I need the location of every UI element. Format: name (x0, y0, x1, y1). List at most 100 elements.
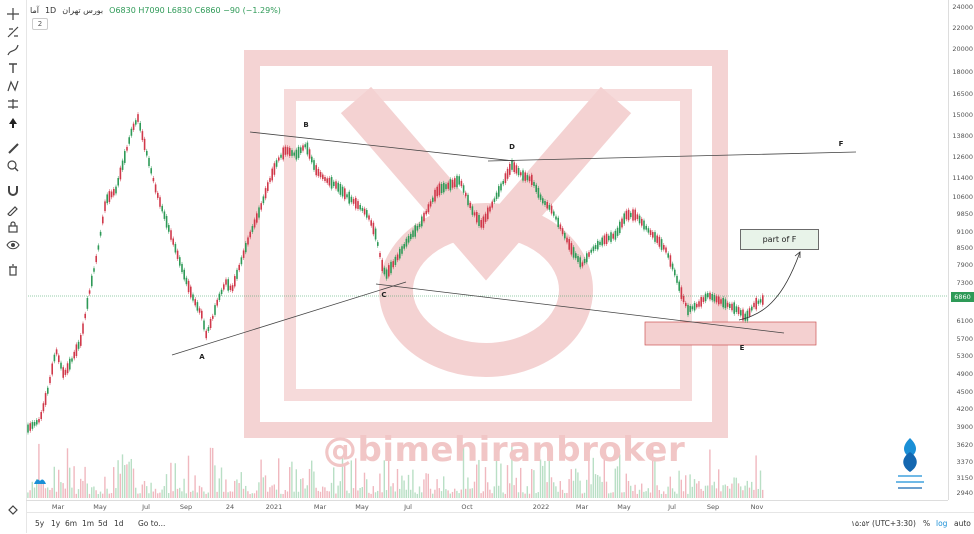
ruler-icon[interactable] (4, 140, 22, 156)
range-1y[interactable]: 1y (51, 519, 61, 528)
price-tick: 20000 (952, 45, 973, 53)
candle-body (99, 231, 102, 236)
volume-bar (300, 479, 302, 498)
candle-body (69, 358, 71, 370)
interval[interactable]: 1D (44, 5, 57, 15)
trend-line-icon[interactable] (4, 24, 22, 40)
range-5y[interactable]: 5y (35, 519, 45, 528)
zoom-icon[interactable] (4, 158, 22, 174)
trendline-c-e[interactable] (375, 283, 785, 334)
volume-bar (605, 481, 608, 498)
cross-icon[interactable] (4, 6, 22, 22)
candle-body (707, 293, 709, 298)
projection-arrow[interactable] (738, 251, 801, 321)
candle-body (599, 241, 601, 245)
volume-bar (544, 460, 546, 498)
trendline-a-c[interactable] (171, 281, 407, 356)
candle-body (97, 245, 100, 250)
measure-icon[interactable] (4, 96, 22, 112)
tradingview-logo-icon[interactable] (33, 476, 47, 486)
lock-icon[interactable] (4, 219, 22, 235)
volume-bar (506, 465, 509, 498)
time-tick: 24 (225, 503, 235, 511)
target-zone-e[interactable] (644, 321, 817, 346)
candle-body (557, 217, 559, 228)
range-6m[interactable]: 6m (65, 519, 78, 528)
volume-bar (214, 465, 216, 498)
candle-body (700, 297, 702, 307)
chart-area[interactable]: A B C D E F (26, 0, 948, 500)
volume-bar (456, 490, 458, 498)
candle-body (572, 247, 575, 258)
candle-body (91, 275, 93, 287)
trendline-b-d[interactable] (249, 131, 515, 162)
candle-body (568, 239, 570, 250)
volume-bar (75, 493, 77, 498)
candle-body (454, 178, 456, 188)
price-tick: 4200 (956, 405, 973, 413)
settings-icon[interactable] (4, 502, 22, 518)
eye-icon[interactable] (4, 237, 22, 253)
candle-body (247, 237, 249, 245)
price-chart[interactable] (26, 0, 948, 500)
candle-body (368, 215, 370, 220)
volume-bar (348, 493, 350, 498)
range-1m[interactable]: 1m (82, 519, 95, 528)
text-icon[interactable] (4, 60, 22, 76)
candle-body (108, 191, 111, 203)
range-1d[interactable]: 1d (114, 519, 124, 528)
log-toggle[interactable]: log (936, 519, 948, 528)
brush-icon[interactable] (4, 42, 22, 58)
trendline-d-f[interactable] (487, 151, 857, 162)
volume-bar (460, 489, 462, 498)
candle-body (225, 279, 227, 285)
volume-bar (368, 492, 370, 498)
candle-body (249, 231, 251, 238)
candle-body (638, 215, 641, 224)
candle-body (143, 138, 146, 150)
time-axis[interactable]: Mar May Jul Sep 24 2021 Mar May Jul Oct 2022 Mar May… (26, 500, 948, 513)
lock-draw-icon[interactable] (4, 201, 22, 217)
candle-body (759, 299, 762, 303)
collapse-indicators-button[interactable]: 2 (32, 18, 48, 30)
volume-bar (638, 489, 641, 498)
pattern-icon[interactable] (4, 78, 22, 94)
candle-body (344, 188, 346, 200)
candle-body (234, 276, 236, 287)
candle-body (687, 304, 689, 316)
candle-body (196, 302, 199, 311)
candle-body (73, 351, 75, 359)
price-tick: 13800 (952, 132, 973, 140)
volume-bar (528, 493, 531, 498)
candle-body (722, 297, 724, 308)
goto-button[interactable]: Go to... (138, 519, 166, 528)
volume-bar (278, 458, 280, 498)
volume-bar (603, 454, 605, 498)
candle-body (190, 286, 192, 298)
price-tick: 6100 (956, 317, 973, 325)
price-axis[interactable]: 24000 22000 20000 18000 16500 15000 13800 12600… (948, 0, 974, 500)
cursor-arrow-icon[interactable] (4, 115, 22, 131)
part-of-f-callout[interactable]: part of F (740, 229, 819, 250)
symbol-name[interactable]: آما (30, 5, 39, 15)
volume-bar (438, 488, 440, 498)
candle-body (729, 303, 731, 308)
percent-toggle[interactable]: % (923, 519, 931, 528)
candle-body (304, 144, 306, 148)
auto-toggle[interactable]: auto (954, 519, 971, 528)
range-5d[interactable]: 5d (98, 519, 108, 528)
trash-icon[interactable] (4, 262, 22, 278)
volume-bar (304, 488, 306, 498)
candle-body (548, 205, 551, 210)
magnet-icon[interactable] (4, 182, 22, 198)
volume-bar (170, 462, 172, 498)
watermark-handle: @bimehiranbroker (323, 430, 686, 470)
candle-body (667, 253, 669, 258)
volume-bar (685, 475, 687, 498)
candle-body (58, 355, 60, 363)
candle-body (207, 327, 210, 331)
candle-body (755, 297, 757, 310)
candle-body (352, 198, 355, 204)
volume-bar (350, 460, 352, 498)
volume-bar (678, 470, 680, 498)
